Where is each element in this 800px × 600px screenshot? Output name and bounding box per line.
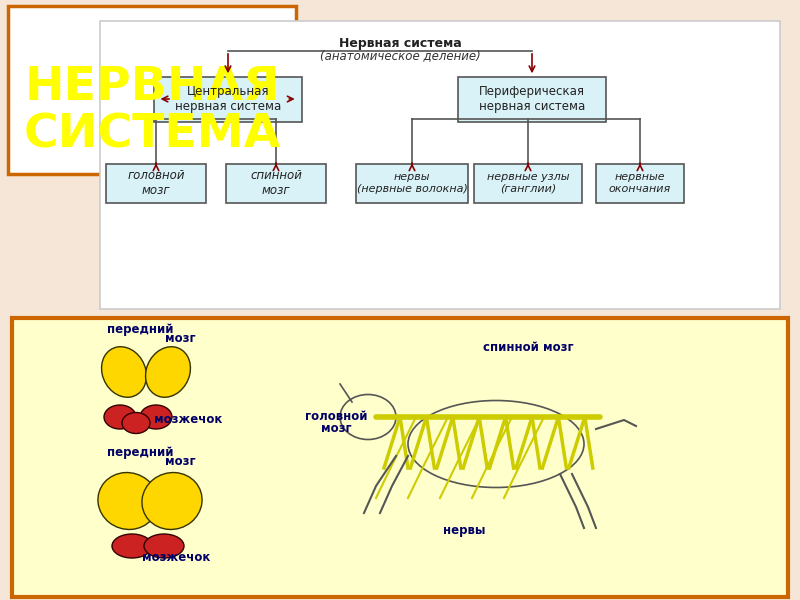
FancyBboxPatch shape [106,163,206,202]
Text: нервные узлы
(ганглии): нервные узлы (ганглии) [486,172,570,194]
Text: передний: передний [106,323,174,336]
Ellipse shape [142,473,202,529]
Text: головной
мозг: головной мозг [127,169,185,197]
Text: спинной мозг: спинной мозг [482,341,574,354]
FancyBboxPatch shape [458,76,606,121]
FancyBboxPatch shape [356,163,468,202]
Text: передний: передний [106,446,174,459]
Text: мозг: мозг [165,455,195,468]
FancyBboxPatch shape [154,76,302,121]
Text: мозжечок: мозжечок [154,413,222,426]
Text: мозжечок: мозжечок [142,551,210,564]
Text: мозг: мозг [321,422,351,435]
Text: Нервная система: Нервная система [338,37,462,50]
Ellipse shape [140,405,172,429]
Ellipse shape [112,534,152,558]
Text: (анатомическое деление): (анатомическое деление) [320,49,480,62]
Text: СИСТЕМА: СИСТЕМА [23,113,281,157]
Ellipse shape [144,534,184,558]
Ellipse shape [146,347,190,397]
Text: мозг: мозг [165,332,195,345]
Ellipse shape [98,473,158,529]
Text: нервы: нервы [442,524,486,537]
FancyBboxPatch shape [474,163,582,202]
Text: спинной
мозг: спинной мозг [250,169,302,197]
FancyBboxPatch shape [12,318,788,597]
Text: НЕРВНАЯ: НЕРВНАЯ [24,64,280,109]
FancyBboxPatch shape [100,21,780,309]
Text: головной: головной [305,410,367,423]
Text: Периферическая
нервная система: Периферическая нервная система [479,85,585,113]
Ellipse shape [102,347,146,397]
FancyBboxPatch shape [226,163,326,202]
Ellipse shape [104,405,136,429]
FancyBboxPatch shape [8,6,296,174]
Ellipse shape [122,413,150,433]
FancyBboxPatch shape [596,163,684,202]
Text: нервы
(нервные волокна): нервы (нервные волокна) [357,172,467,194]
Text: Центральная
нервная система: Центральная нервная система [175,85,281,113]
Text: нервные
окончания: нервные окончания [609,172,671,194]
